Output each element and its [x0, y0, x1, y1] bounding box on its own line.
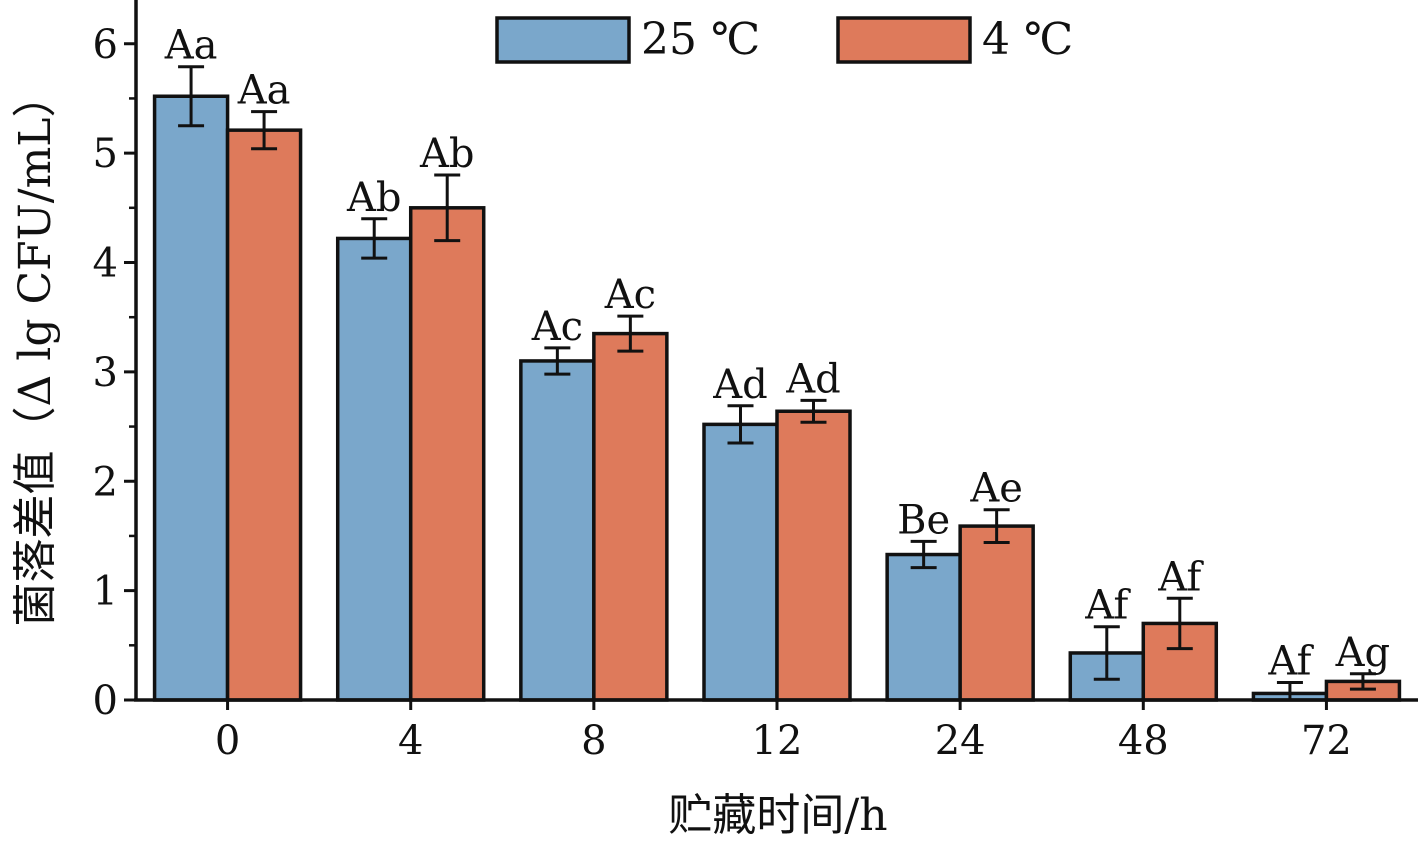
legend: 25 ℃ 4 ℃	[495, 14, 1073, 65]
y-tick-label: 4	[93, 241, 118, 287]
error-bars-group	[178, 65, 1376, 702]
bar-label: Aa	[237, 68, 291, 114]
bar-label: Af	[1157, 554, 1204, 600]
x-tick-label: 8	[581, 718, 606, 764]
x-tick-label: 72	[1301, 718, 1352, 764]
x-ticks-group: 0 4 8 12 24 48 72	[215, 700, 1352, 764]
bar	[958, 524, 1035, 702]
bar-label: Ag	[1335, 630, 1391, 676]
y-tick-label: 6	[93, 22, 118, 68]
bar	[592, 331, 669, 702]
bar	[519, 359, 596, 702]
bar-label: Ac	[531, 304, 583, 350]
y-tick-label: 2	[93, 459, 118, 505]
x-axis-title: 贮藏时间/h	[668, 790, 887, 841]
bar-labels-group: Aa Aa Ab Ab Ac Ac Ad Ad Be Ae Af Af Af Ag	[164, 23, 1390, 685]
bar-label: Be	[897, 497, 950, 543]
y-tick-label: 3	[93, 350, 118, 396]
bar	[775, 409, 852, 702]
bar	[702, 422, 779, 702]
legend-swatch-25c	[495, 16, 631, 64]
legend-swatch-4c	[836, 16, 972, 64]
bar	[335, 236, 413, 702]
x-tick-label: 4	[398, 718, 423, 764]
x-tick-label: 12	[752, 718, 803, 764]
y-tick-label: 0	[93, 678, 118, 724]
bar-label: Ac	[604, 272, 656, 318]
bars-group	[152, 94, 1402, 702]
legend-label-4c: 4 ℃	[982, 14, 1073, 65]
bar	[152, 94, 230, 702]
x-tick-label: 48	[1118, 718, 1169, 764]
bar	[885, 552, 962, 702]
bar-label: Ab	[346, 175, 402, 221]
bar	[225, 128, 303, 702]
y-axis-title: 菌落差值（Δ lg CFU/mL）	[10, 73, 61, 626]
bar-label: Af	[1084, 583, 1131, 629]
y-tick-label: 5	[93, 131, 118, 177]
bar-label: Ad	[712, 362, 768, 408]
legend-label-25c: 25 ℃	[641, 14, 760, 65]
y-ticks-group: 0 1 2 3 4 5 6	[93, 22, 136, 724]
bar	[408, 206, 486, 702]
bar-label: Ad	[785, 356, 841, 402]
y-tick-label: 1	[93, 569, 118, 615]
bar-label: Ae	[969, 466, 1023, 512]
bar-label: Ab	[419, 131, 475, 177]
x-tick-label: 0	[215, 718, 240, 764]
bar-label: Af	[1267, 639, 1314, 685]
x-tick-label: 24	[935, 718, 986, 764]
bar-label: Aa	[164, 23, 218, 69]
